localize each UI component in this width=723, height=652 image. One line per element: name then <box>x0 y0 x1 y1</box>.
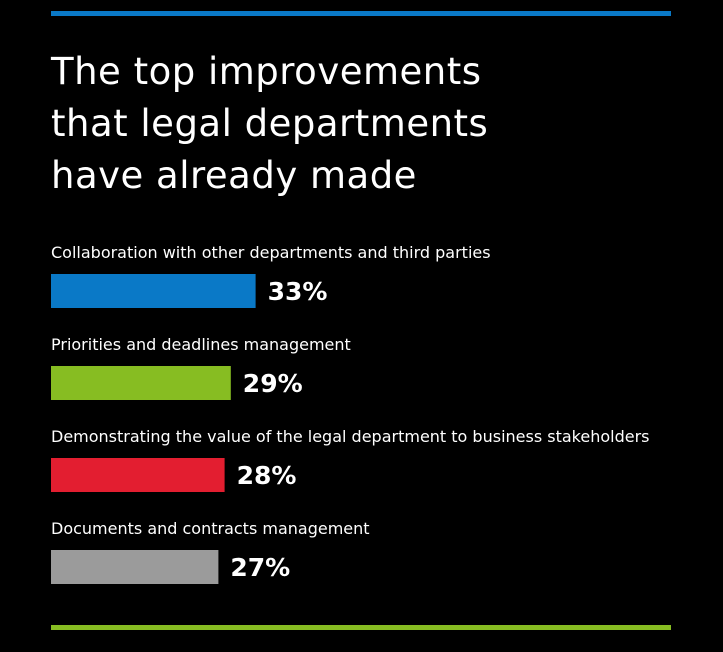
top-rule <box>51 11 671 16</box>
value-label-4: 27% <box>230 553 290 582</box>
bar-2 <box>51 366 231 400</box>
bar-1 <box>51 274 256 308</box>
value-label-2: 29% <box>243 369 303 398</box>
title-line-3: have already made <box>51 154 417 197</box>
chart-title: The top improvements that legal departme… <box>51 46 671 202</box>
value-label-1: 33% <box>268 277 328 306</box>
category-label-1: Collaboration with other departments and… <box>51 243 491 262</box>
bar-4 <box>51 550 219 584</box>
bar-3 <box>51 458 225 492</box>
value-label-3: 28% <box>237 461 297 490</box>
category-label-4: Documents and contracts management <box>51 519 370 538</box>
category-label-3: Demonstrating the value of the legal dep… <box>51 427 650 446</box>
bottom-rule <box>51 625 671 630</box>
title-line-2: that legal departments <box>51 102 489 145</box>
title-line-1: The top improvements <box>51 50 482 93</box>
category-label-2: Priorities and deadlines management <box>51 335 351 354</box>
